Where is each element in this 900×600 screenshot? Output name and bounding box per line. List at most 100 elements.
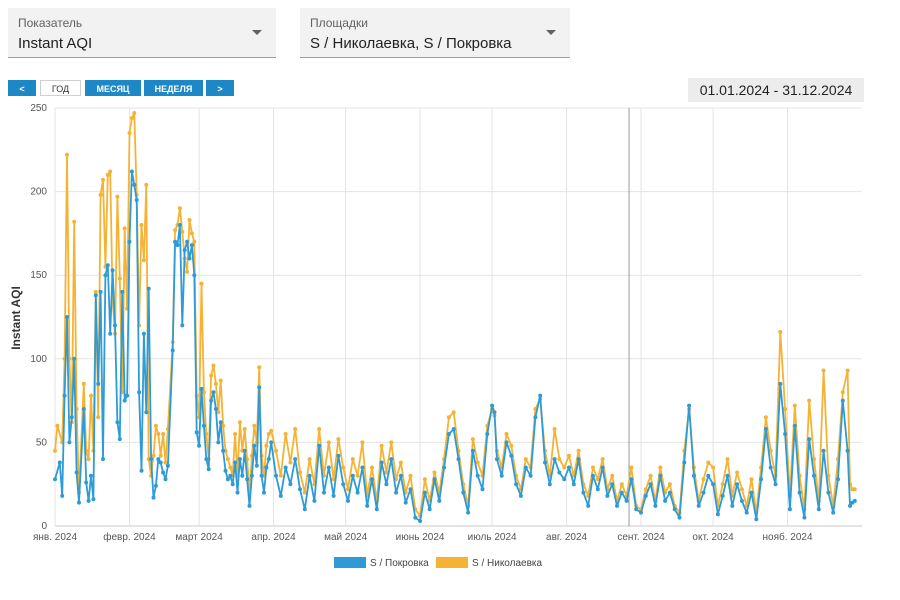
data-point <box>89 473 93 478</box>
data-point <box>228 465 233 470</box>
data-point <box>93 293 98 298</box>
data-point <box>379 460 384 465</box>
data-point <box>77 500 81 505</box>
data-point <box>523 465 528 470</box>
data-point <box>134 198 139 202</box>
data-point <box>485 432 490 436</box>
data-point <box>122 398 127 403</box>
date-range-display[interactable]: 01.01.2024 - 31.12.2024 <box>688 78 864 102</box>
data-point <box>156 432 161 436</box>
data-point <box>103 273 108 278</box>
data-point <box>252 443 257 448</box>
chart-legend[interactable]: S / Покровка S / Николаевка <box>334 557 543 569</box>
data-point <box>122 226 127 231</box>
data-point <box>237 457 242 462</box>
data-point <box>442 465 447 470</box>
dropdown-arrow-icon[interactable] <box>252 30 262 35</box>
data-point <box>53 477 57 482</box>
data-point <box>211 363 216 368</box>
data-point <box>648 482 653 487</box>
data-point <box>326 465 331 470</box>
data-point <box>557 470 562 475</box>
data-point <box>108 169 113 174</box>
data-point <box>687 403 692 408</box>
period-year-button[interactable]: ГОД <box>40 80 81 96</box>
data-point <box>571 482 576 487</box>
data-point <box>55 423 60 428</box>
data-point <box>744 510 749 515</box>
data-point <box>86 498 91 503</box>
data-point <box>802 515 807 520</box>
data-point <box>567 465 571 470</box>
next-period-button[interactable]: > <box>206 80 234 96</box>
data-point <box>225 457 230 462</box>
data-point <box>230 482 235 487</box>
data-point <box>514 482 519 487</box>
data-point <box>499 473 504 478</box>
data-point <box>836 477 840 482</box>
data-point <box>213 407 218 411</box>
data-point <box>233 432 238 436</box>
data-point <box>672 507 677 512</box>
data-point <box>110 268 115 273</box>
x-tick-label: май 2024 <box>324 532 367 543</box>
data-point <box>504 440 509 445</box>
data-point <box>509 443 514 448</box>
data-point <box>643 487 648 492</box>
data-point <box>293 457 298 462</box>
data-point <box>262 490 266 495</box>
data-point <box>240 473 245 478</box>
data-point <box>180 229 185 234</box>
sites-select[interactable]: Площадки S / Николаевка, S / Покровка <box>300 8 570 58</box>
data-point <box>322 490 326 495</box>
data-point <box>821 368 826 373</box>
data-point <box>317 427 322 431</box>
data-point <box>242 448 247 453</box>
period-month-button[interactable]: МЕСЯЦ <box>85 80 141 96</box>
data-point <box>408 487 413 492</box>
data-point <box>96 415 101 420</box>
data-point <box>394 490 399 495</box>
data-point <box>595 477 600 482</box>
data-point <box>384 470 389 475</box>
data-point <box>278 473 283 478</box>
data-point <box>65 315 69 319</box>
indicator-select[interactable]: Показатель Instant AQI <box>8 8 276 58</box>
data-point <box>120 289 125 294</box>
legend-item[interactable]: S / Покровка <box>334 557 429 569</box>
data-point <box>475 460 480 465</box>
data-point <box>185 239 190 244</box>
data-point <box>117 437 122 442</box>
data-point <box>581 490 586 495</box>
y-tick-label: 0 <box>41 521 47 532</box>
data-point <box>492 410 497 415</box>
data-point <box>451 410 456 415</box>
data-point <box>831 510 836 515</box>
data-point <box>711 465 716 470</box>
data-point <box>778 330 783 334</box>
prev-period-button[interactable]: < <box>8 80 36 96</box>
data-point <box>475 473 480 478</box>
data-point <box>218 378 223 383</box>
data-point <box>141 258 146 263</box>
data-point <box>768 465 773 470</box>
legend-item[interactable]: S / Николаевка <box>436 557 543 569</box>
data-point <box>139 468 144 473</box>
data-point <box>418 519 423 523</box>
data-point <box>610 473 615 478</box>
period-week-button[interactable]: НЕДЕЛЯ <box>144 80 203 96</box>
data-point <box>533 415 538 420</box>
data-point <box>735 470 740 475</box>
data-point <box>298 487 302 492</box>
data-point <box>562 477 567 482</box>
data-point <box>470 448 475 453</box>
dropdown-arrow-icon[interactable] <box>546 30 556 35</box>
legend-label: S / Николаевка <box>472 558 543 569</box>
data-point <box>266 432 271 436</box>
data-point <box>663 498 668 503</box>
series-line <box>54 112 855 517</box>
legend-swatch <box>436 557 468 568</box>
data-point <box>144 182 149 187</box>
data-point <box>53 448 57 453</box>
data-point <box>302 507 307 512</box>
